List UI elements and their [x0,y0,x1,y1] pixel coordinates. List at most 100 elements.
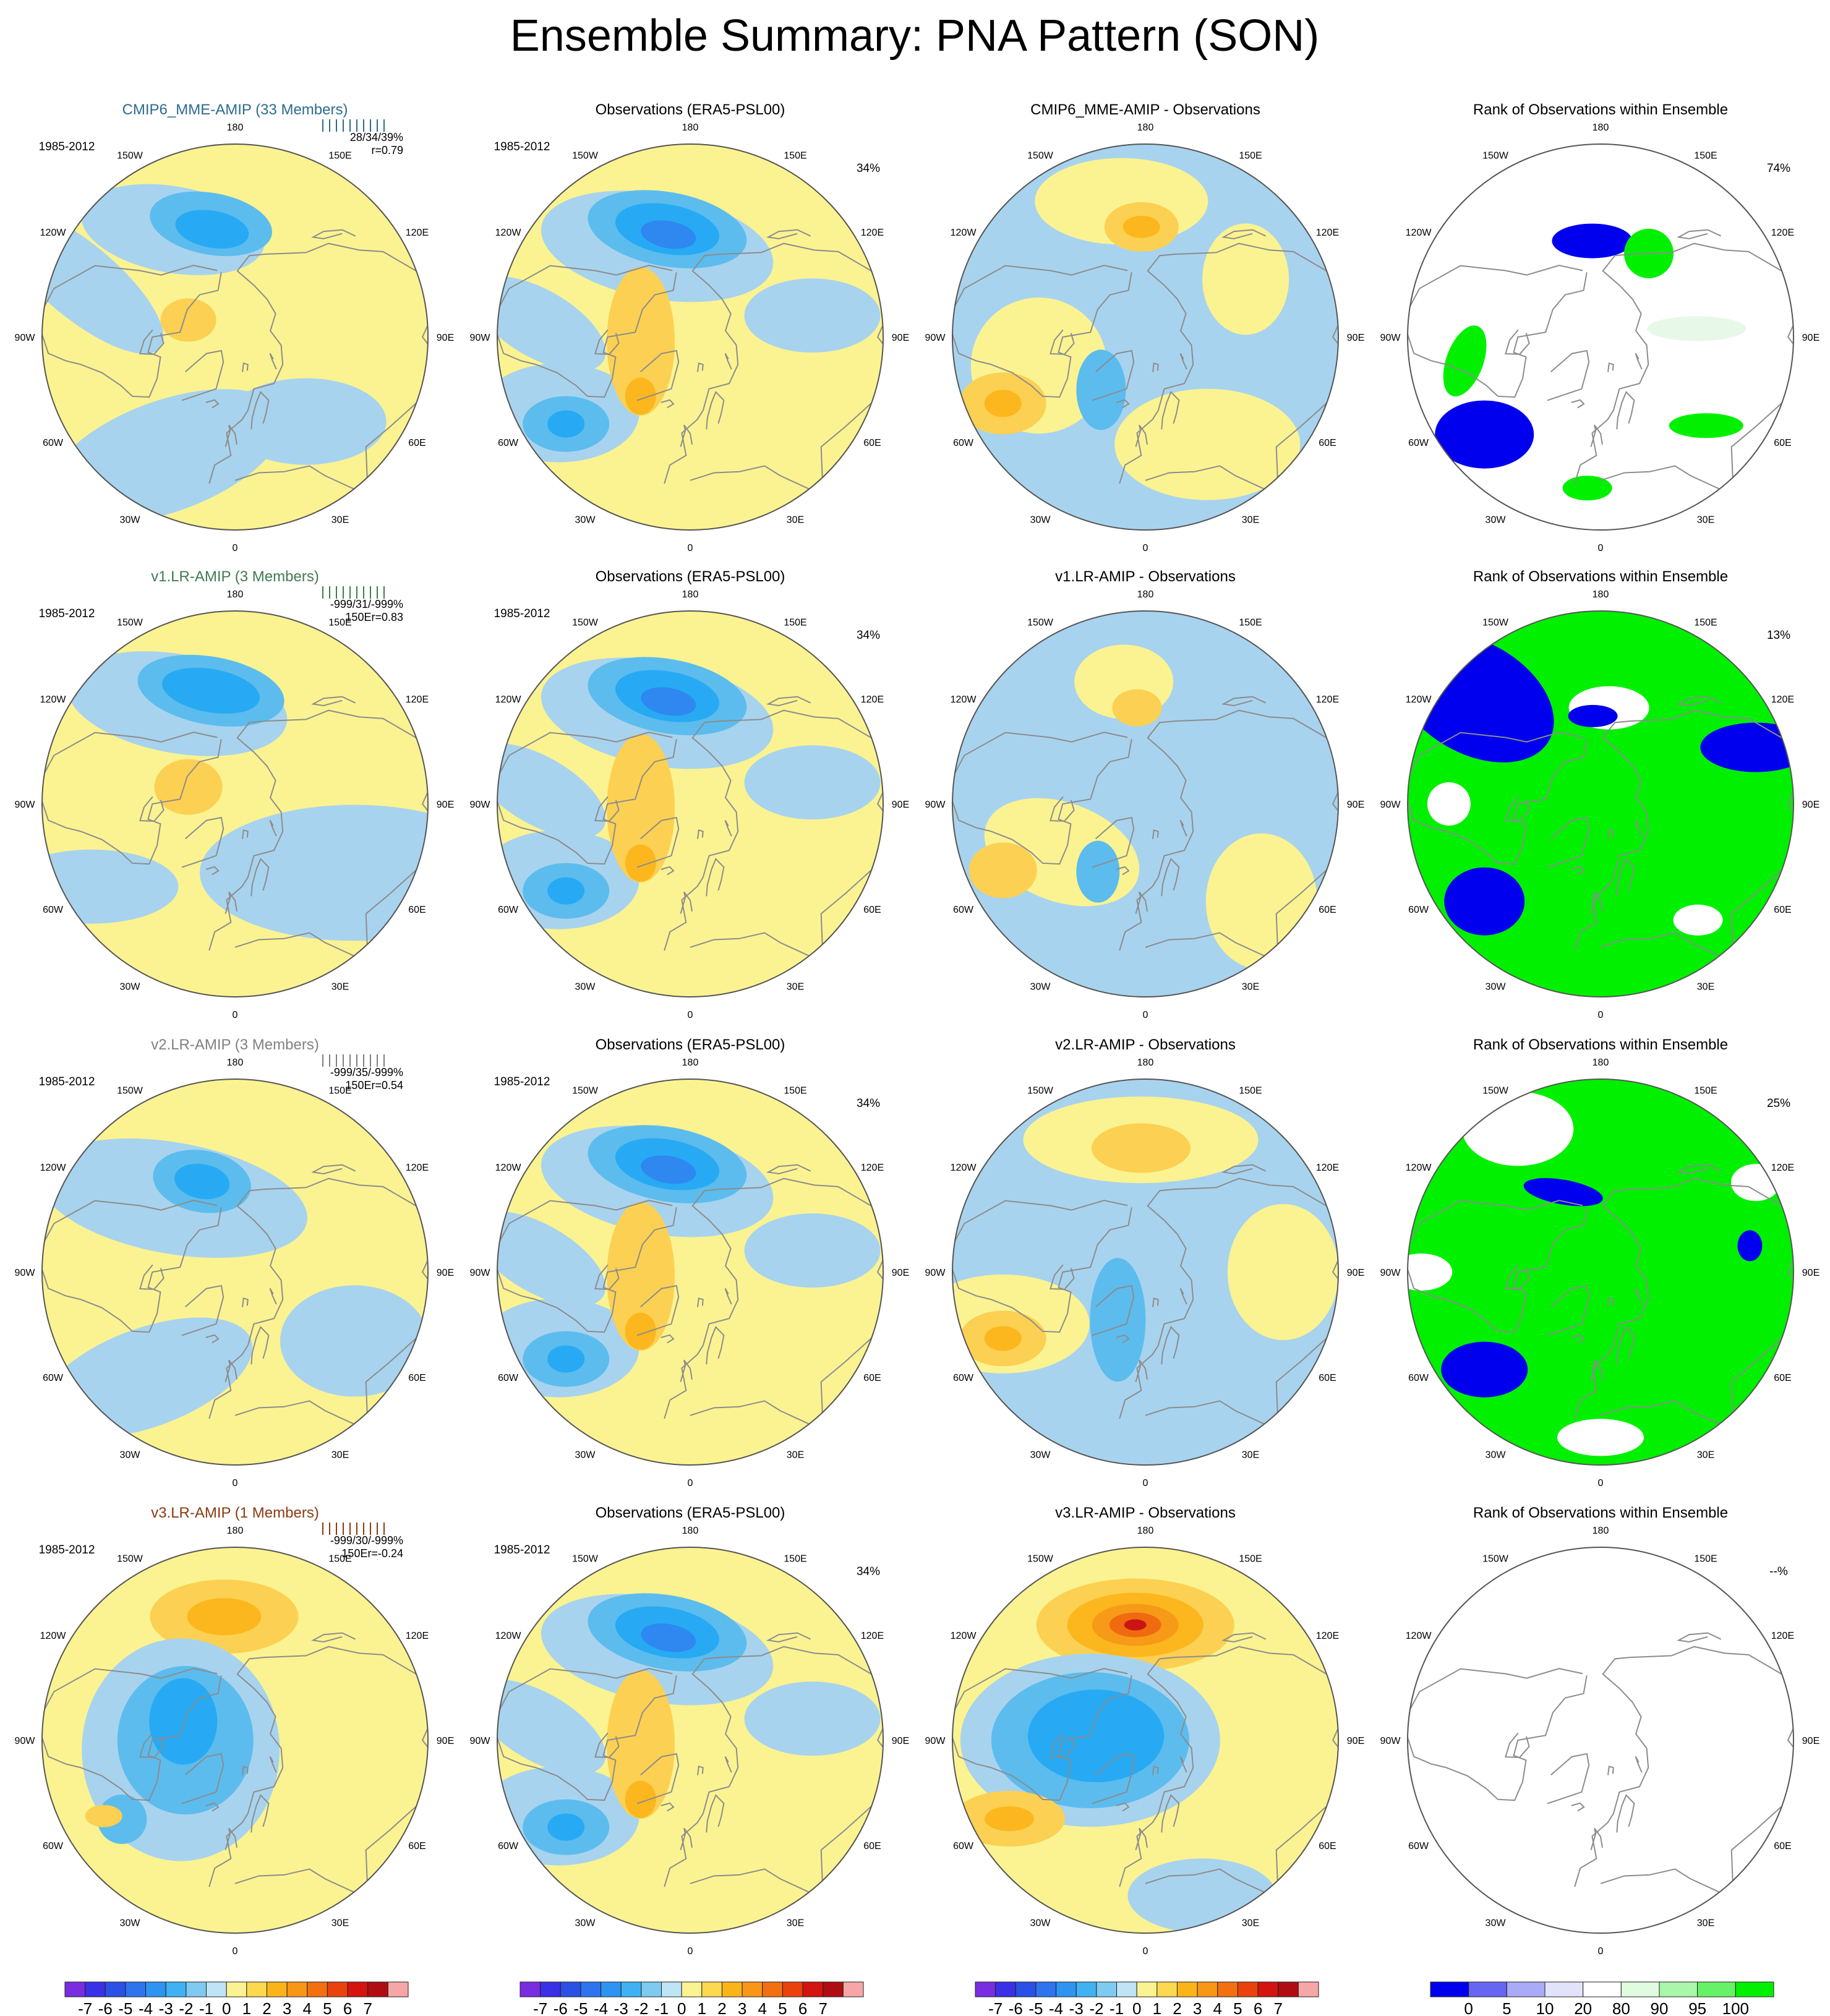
contour-region [1114,388,1301,500]
coastline-segment [697,1766,704,1775]
contour-region [280,1285,428,1397]
coastline-segment [269,352,277,370]
panel-title: v2.LR-AMIP - Observations [1055,1036,1236,1053]
colorbar-swatch [580,1981,602,1997]
longitude-label: 120E [406,1163,429,1173]
contour-region [42,207,164,354]
colorbar-tick-label: -4 [1049,1999,1063,2016]
colorbar-tick-label: -4 [594,1999,608,2016]
colorbar-swatch [681,1981,703,1997]
coastline-segment [724,352,732,370]
contour-region [607,1670,675,1819]
colorbar-swatch [721,1981,743,1997]
colorbar-swatch [145,1981,166,1997]
longitude-label: 0 [233,1478,238,1489]
coastline-segment [1092,1753,1135,1805]
longitude-label: 60E [1319,438,1336,448]
longitude-label: 30E [787,1450,804,1460]
contour-region [1408,1254,1453,1291]
colorbar-tick-label: -5 [118,1999,132,2016]
longitude-label: 120W [40,694,67,705]
coastline-segment [661,399,675,409]
colorbar-swatch [1735,1981,1774,1997]
contour-region [1076,840,1120,903]
contour-region [1462,1091,1574,1166]
colorbar-tick-label: 0 [1464,1999,1473,2016]
colorbar-swatch [1468,1981,1507,1997]
longitude-label: 30W [120,1450,141,1460]
coastline-segment [1116,866,1130,876]
colorbar-swatch [842,1981,864,1997]
map-border [1407,1547,1794,1934]
longitude-label: 90E [437,800,454,810]
colorbar-swatch [64,1981,86,1997]
coastline-segment [42,732,222,865]
map-border [497,1078,884,1466]
coastline-segment [724,819,732,837]
map-border [41,1547,429,1934]
percent-label: --% [1769,1565,1788,1578]
period-label: 1985-2012 [494,1544,550,1557]
coastline-segment [1677,1164,1722,1175]
coastline [952,1632,1338,1900]
longitude-label: 150W [1482,1086,1509,1096]
longitude-label: 60E [863,905,881,915]
contour-region [1124,1619,1147,1631]
colorbar-swatch [246,1981,267,1997]
colorbar-swatch [782,1981,803,1997]
contour-region [625,1312,656,1350]
coastline-segment [766,229,811,240]
coastline [42,229,428,497]
map-field [952,1547,1338,1933]
coastline-segment [181,349,224,401]
stats-line-2: 150Er=-0.24 [341,1547,403,1560]
map-background [952,1079,1338,1465]
longitude-label: 30E [331,981,349,992]
coastline-segment [1607,1766,1614,1775]
longitude-label: 30W [1030,981,1051,992]
longitude-label: 120E [861,1163,884,1173]
colorbar-swatch [347,1981,369,1997]
contour-region [1076,349,1126,430]
colorbar-swatch [762,1981,783,1997]
coastline-segment [1116,1802,1130,1812]
contour-region [641,1155,696,1184]
contour-region [497,1680,606,1775]
contour-region [1122,215,1160,238]
contour-region [1700,722,1794,772]
contour-region [744,745,881,820]
longitude-label: 120E [861,228,884,238]
longitude-label: 30E [1242,981,1259,992]
coastline-segment [1607,829,1614,839]
colorbar-tick-label: -3 [159,1999,173,2016]
longitude-label: 180 [227,122,244,133]
coastline-segment [139,796,165,822]
contour-region [154,759,223,815]
longitude-label: 150W [1027,1086,1054,1096]
coastline-segment [1050,329,1075,355]
colorbar-swatch [266,1981,288,1997]
coastline-segment [205,1802,220,1812]
coastline-segment [1221,1164,1267,1175]
longitude-label: 90E [437,1736,454,1746]
contour-region [1202,223,1289,335]
longitude-label: 90W [1380,800,1401,810]
coastline-segment [1574,1646,1794,1900]
map-field [497,1079,883,1465]
longitude-label: 30E [1697,515,1714,525]
longitude-label: 150W [572,618,599,628]
contour-region [625,377,656,415]
coastline-segment [1616,858,1635,897]
colorbar-swatch [519,1981,541,1997]
longitude-label: 90E [1347,1268,1364,1278]
longitude-label: 180 [682,1057,699,1068]
colorbar-tick-label: -5 [573,1999,588,2016]
longitude-label: 30W [1030,515,1051,525]
colorbar-swatch [1278,1981,1299,1997]
map-border [1407,610,1794,997]
coastline-segment [1547,1753,1590,1805]
colorbar-tick-label: 5 [1502,1999,1511,2016]
colorbar-swatch [286,1981,308,1997]
longitude-label: 60E [1319,1841,1336,1852]
longitude-label: 30W [1486,515,1507,525]
